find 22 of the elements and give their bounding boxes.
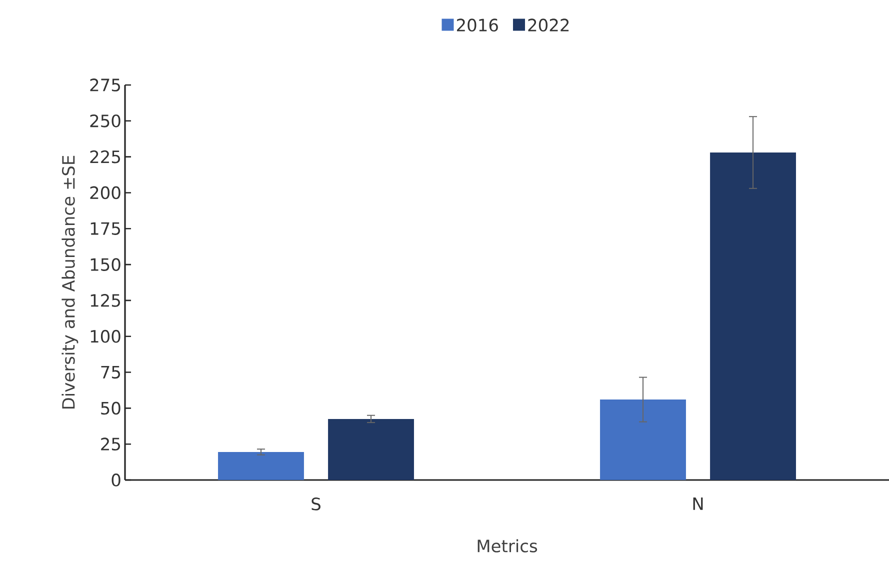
y-tick-label: 225 [90, 150, 120, 164]
y-tick-label: 25 [101, 438, 120, 451]
y-axis-title: Diversity and Abundance ±SE [62, 156, 78, 409]
y-tick-label: 175 [90, 222, 120, 235]
bar [328, 418, 414, 480]
y-tick-label: 75 [101, 366, 120, 379]
x-tick-label: N [693, 498, 703, 510]
y-tick-label: 50 [101, 402, 120, 415]
bar [600, 400, 686, 480]
bar [218, 452, 304, 480]
y-tick-label: 200 [90, 186, 120, 200]
x-tick-label: S [312, 498, 320, 510]
legend-label: 2016 [456, 18, 498, 32]
y-tick-label: 125 [90, 294, 120, 307]
y-tick-label: 0 [112, 474, 120, 486]
y-tick-label: 150 [90, 258, 120, 271]
x-axis-title: Metrics [478, 539, 538, 552]
y-tick-label: 250 [90, 114, 120, 128]
y-tick-label: 275 [90, 78, 120, 92]
y-tick-label: 100 [90, 330, 120, 343]
bar [710, 152, 796, 480]
legend-label: 2022 [528, 18, 569, 32]
